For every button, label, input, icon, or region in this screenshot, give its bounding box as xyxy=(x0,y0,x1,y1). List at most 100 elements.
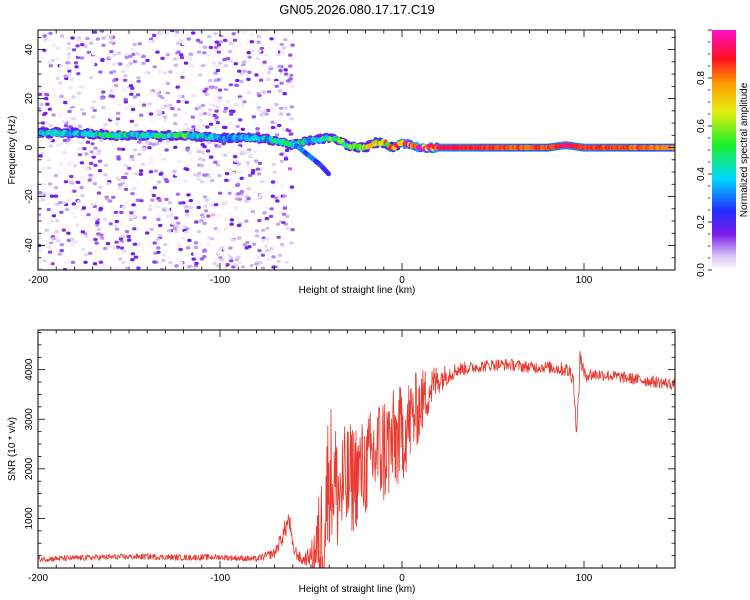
heatmap-noise-cell xyxy=(143,71,148,75)
heatmap-noise-cell xyxy=(180,75,185,79)
heatmap-noise-cell xyxy=(182,97,188,102)
heatmap-noise-cell xyxy=(69,181,75,185)
heatmap-noise-cell xyxy=(59,64,64,68)
heatmap-noise-cell xyxy=(198,157,203,161)
heatmap-noise-cell xyxy=(205,125,210,129)
heatmap-noise-cell xyxy=(179,53,184,57)
heatmap-noise-cell xyxy=(205,243,211,247)
heatmap-noise-cell xyxy=(190,267,195,270)
heatmap-noise-cell xyxy=(266,90,272,94)
heatmap-noise-cell xyxy=(45,102,50,106)
heatmap-noise-cell xyxy=(277,123,282,128)
colorbar-tick-label: 0.8 xyxy=(696,71,707,85)
heatmap-noise-cell xyxy=(67,198,72,202)
heatmap-noise-cell xyxy=(174,264,179,268)
heatmap-noise-cell xyxy=(256,106,262,110)
heatmap-noise-cell xyxy=(47,107,52,111)
heatmap-noise-cell xyxy=(55,150,60,154)
heatmap-noise-cell xyxy=(202,195,208,199)
heatmap-noise-cell xyxy=(231,200,237,205)
heatmap-noise-cell xyxy=(156,180,162,184)
heatmap-noise-cell xyxy=(40,198,46,202)
heatmap-noise-cell xyxy=(138,113,144,117)
heatmap-noise-cell xyxy=(225,263,230,267)
heatmap-noise-cell xyxy=(174,229,179,233)
spectrogram-y-tick-label: 0 xyxy=(24,144,35,150)
heatmap-noise-cell xyxy=(220,32,226,36)
heatmap-noise-cell xyxy=(199,219,204,223)
heatmap-noise-cell xyxy=(229,218,235,222)
heatmap-noise-cell xyxy=(239,151,244,155)
heatmap-noise-cell xyxy=(213,71,218,75)
heatmap-noise-cell xyxy=(130,258,135,262)
heatmap-noise-cell xyxy=(263,192,269,196)
colorbar: 0.0 0.2 0.4 0.6 0.8 Normalized spectral ampl… xyxy=(696,29,750,277)
heatmap-noise-cell xyxy=(176,41,181,45)
heatmap-noise-cell xyxy=(131,207,136,211)
heatmap-noise-cell xyxy=(91,115,96,119)
heatmap-noise-cell xyxy=(246,90,252,95)
spectrogram-x-tick-label: -200 xyxy=(28,275,48,286)
heatmap-noise-cell xyxy=(274,75,279,79)
heatmap-noise-cell xyxy=(49,194,55,198)
heatmap-noise-cell xyxy=(56,239,61,243)
figure-title: GN05.2026.080.17.17.C19 xyxy=(279,2,434,17)
heatmap-noise-cell xyxy=(199,180,205,184)
heatmap-noise-cell xyxy=(54,219,60,223)
heatmap-noise-cell xyxy=(172,113,178,117)
heatmap-noise-cell xyxy=(86,213,91,217)
snr-x-tick-label: 100 xyxy=(576,573,593,584)
heatmap-noise-cell xyxy=(106,67,111,71)
heatmap-noise-cell xyxy=(156,250,161,254)
heatmap-noise-cell xyxy=(112,78,117,83)
heatmap-noise-cell xyxy=(157,152,163,156)
heatmap-noise-cell xyxy=(282,206,288,210)
heatmap-noise-cell xyxy=(132,242,138,246)
heatmap-noise-cell xyxy=(217,88,223,92)
heatmap-noise-cell xyxy=(222,58,227,62)
heatmap-noise-cell xyxy=(264,237,270,241)
heatmap-noise-cell xyxy=(69,237,75,241)
colorbar-ticks: 0.0 0.2 0.4 0.6 0.8 xyxy=(696,29,712,277)
heatmap-noise-cell xyxy=(98,70,103,74)
heatmap-noise-cell xyxy=(211,53,217,57)
heatmap-noise-cell xyxy=(274,84,279,88)
heatmap-noise-cell xyxy=(239,72,244,76)
snr-series-line xyxy=(38,350,675,568)
heatmap-noise-cell xyxy=(244,183,250,187)
heatmap-noise-cell xyxy=(108,35,114,39)
heatmap-noise-cell xyxy=(135,93,141,97)
heatmap-noise-cell xyxy=(213,45,219,49)
heatmap-noise-cell xyxy=(184,209,190,213)
heatmap-noise-cell xyxy=(284,260,289,264)
heatmap-noise-cell xyxy=(172,169,177,174)
heatmap-noise-cell xyxy=(44,120,49,124)
heatmap-noise-cell xyxy=(240,179,245,183)
heatmap-noise-cell xyxy=(156,217,161,222)
heatmap-noise-cell xyxy=(228,50,233,54)
heatmap-noise-cell xyxy=(123,44,129,48)
heatmap-noise-cell xyxy=(143,205,148,209)
heatmap-noise-cell xyxy=(275,222,281,226)
heatmap-noise-cell xyxy=(228,59,234,63)
heatmap-noise-cell xyxy=(100,204,105,208)
heatmap-noise-cell xyxy=(117,183,123,187)
heatmap-noise-cell xyxy=(249,141,255,145)
heatmap-noise-cell xyxy=(122,88,127,92)
heatmap-noise-cell xyxy=(249,32,255,36)
heatmap-noise-cell xyxy=(89,175,94,179)
heatmap-noise-cell xyxy=(204,92,209,97)
heatmap-noise-cell xyxy=(252,257,258,261)
heatmap-noise-cell xyxy=(158,172,163,176)
heatmap-noise-cell xyxy=(250,171,256,175)
heatmap-noise-cell xyxy=(274,81,279,85)
heatmap-noise-cell xyxy=(118,62,123,66)
heatmap-noise-cell xyxy=(183,230,189,235)
heatmap-noise-cell xyxy=(254,102,259,106)
heatmap-noise-cell xyxy=(66,265,72,269)
heatmap-noise-cell xyxy=(270,48,275,52)
heatmap-noise-cell xyxy=(185,246,191,250)
heatmap-noise-cell xyxy=(38,154,43,158)
heatmap-noise-cell xyxy=(281,127,287,131)
heatmap-noise-cell xyxy=(71,48,77,52)
